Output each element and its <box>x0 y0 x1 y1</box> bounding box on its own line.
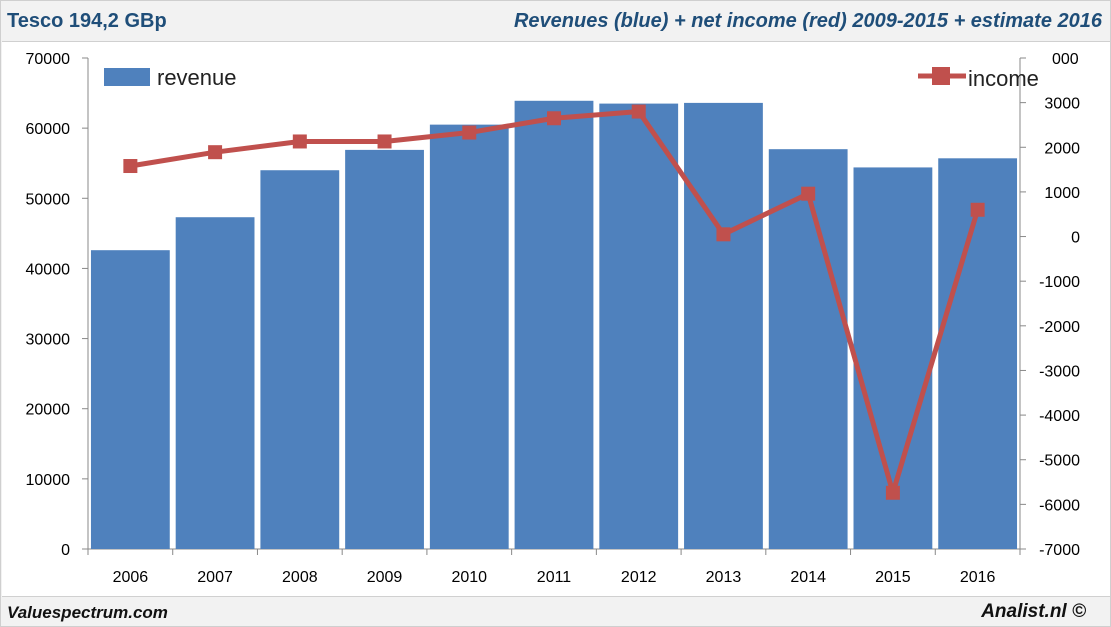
x-tick-label: 2014 <box>790 569 826 586</box>
x-tick-label: 2015 <box>875 569 911 586</box>
right-tick-label: 3000 <box>1044 96 1080 113</box>
copyright-credit: Analist.nl © <box>981 601 1086 622</box>
x-tick-label: 2010 <box>451 569 487 586</box>
income-point <box>801 186 816 201</box>
income-point <box>885 485 900 500</box>
revenue-bar <box>175 217 255 549</box>
income-point <box>292 134 307 149</box>
income-point <box>547 111 561 126</box>
left-tick-label: 0 <box>61 542 70 559</box>
right-tick-label: -7000 <box>1039 542 1080 559</box>
left-tick-label: 50000 <box>26 191 71 208</box>
revenue-bar <box>684 102 763 550</box>
source-credit: Valuespectrum.com <box>7 603 168 622</box>
x-tick-label: 2013 <box>706 569 742 586</box>
right-tick-label: 2000 <box>1044 140 1080 157</box>
right-tick-label: -3000 <box>1039 363 1080 380</box>
revenue-bar <box>90 250 170 550</box>
left-tick-label: 10000 <box>26 472 71 489</box>
right-tick-label: -4000 <box>1039 408 1080 425</box>
x-tick-label: 2011 <box>537 569 572 586</box>
income-point <box>123 159 138 174</box>
income-point <box>208 145 223 160</box>
x-tick-label: 2009 <box>367 569 403 586</box>
revenue-bar <box>260 170 340 549</box>
revenue-bar <box>514 100 594 549</box>
left-tick-label: 30000 <box>26 332 71 349</box>
right-tick-label: 000 <box>1052 51 1079 68</box>
chart-title: Revenues (blue) + net income (red) 2009-… <box>513 10 1102 32</box>
tick-labels: 010000200003000040000500006000070000-700… <box>26 51 1081 586</box>
revenue-bars <box>90 100 1018 550</box>
right-tick-label: 1000 <box>1044 185 1080 202</box>
left-tick-label: 20000 <box>26 402 71 419</box>
income-line <box>123 104 985 500</box>
x-tick-label: 2007 <box>197 569 233 586</box>
right-tick-label: 0 <box>1071 230 1080 247</box>
x-tick-label: 2006 <box>113 569 149 586</box>
left-tick-label: 70000 <box>26 51 71 68</box>
revenue-bar <box>429 124 509 549</box>
stock-title: Tesco 194,2 GBp <box>7 10 167 32</box>
revenue-bar <box>345 149 424 549</box>
revenue-bar <box>599 103 679 549</box>
legend-income-marker <box>932 67 950 85</box>
income-point <box>462 125 477 140</box>
x-tick-label: 2012 <box>621 569 657 586</box>
right-tick-label: -5000 <box>1039 453 1080 470</box>
income-point <box>377 134 392 149</box>
revenue-bar <box>768 149 848 549</box>
income-point <box>716 227 731 242</box>
left-tick-label: 60000 <box>26 121 71 138</box>
legend-revenue-swatch <box>104 68 150 86</box>
revenue-bar <box>938 158 1018 549</box>
right-tick-label: -6000 <box>1039 497 1080 514</box>
legend-income-label: income <box>968 66 1039 91</box>
x-tick-label: 2008 <box>282 569 318 586</box>
income-point <box>970 202 985 217</box>
left-tick-label: 40000 <box>26 261 71 278</box>
legend: revenue income <box>104 65 1039 91</box>
income-point <box>631 104 646 119</box>
right-tick-label: -2000 <box>1039 319 1080 336</box>
right-tick-label: -1000 <box>1039 274 1080 291</box>
x-tick-label: 2016 <box>960 569 996 586</box>
legend-revenue-label: revenue <box>157 65 237 90</box>
